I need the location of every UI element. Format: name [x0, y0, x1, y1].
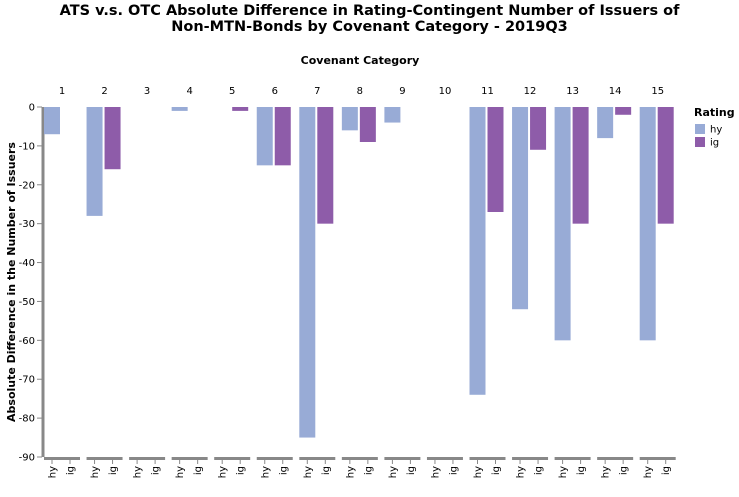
column-label: 8 [357, 86, 363, 97]
x-tick-label: hy [175, 466, 186, 478]
column-label: 12 [524, 86, 537, 97]
bar-hy-1 [44, 107, 60, 135]
bar-hy-12 [512, 107, 529, 310]
x-tick-label: hy [558, 466, 569, 478]
column-label: 7 [314, 86, 320, 97]
y-tick-label: -70 [19, 375, 35, 386]
x-tick-label: ig [363, 466, 374, 475]
x-tick-label: hy [388, 466, 399, 478]
column-label: 2 [101, 86, 107, 97]
x-tick-label: hy [90, 466, 101, 478]
x-tick-label: ig [406, 466, 417, 475]
bar-hy-9 [384, 107, 401, 123]
y-tick-label: -30 [19, 219, 35, 230]
x-tick-label: ig [278, 466, 289, 475]
legend-label-hy: hy [710, 125, 722, 136]
column-header-title: Covenant Category [301, 54, 420, 67]
bar-ig-13 [572, 107, 589, 224]
x-tick-label: hy [218, 466, 229, 478]
x-tick-label: hy [133, 466, 144, 478]
bar-ig-6 [274, 107, 291, 166]
bar-ig-12 [530, 107, 547, 150]
x-tick-label: ig [534, 466, 545, 475]
y-tick-label: -90 [19, 453, 35, 464]
x-tick-label: hy [48, 466, 59, 478]
y-tick-label: -40 [19, 258, 35, 269]
column-label: 9 [399, 86, 405, 97]
x-tick-label: hy [473, 466, 484, 478]
column-label: 14 [609, 86, 622, 97]
x-tick-label: ig [321, 466, 332, 475]
bar-hy-4 [171, 107, 188, 111]
column-label: 5 [229, 86, 235, 97]
y-tick-label: -60 [19, 336, 35, 347]
bar-hy-6 [256, 107, 273, 166]
y-tick-label: -80 [19, 414, 35, 425]
bar-hy-15 [639, 107, 656, 341]
x-tick-label: ig [491, 466, 502, 475]
x-tick-label: ig [108, 466, 119, 475]
column-label: 15 [651, 86, 664, 97]
bar-hy-2 [86, 107, 103, 216]
column-label: 13 [566, 86, 579, 97]
column-label: 10 [439, 86, 452, 97]
x-tick-label: hy [430, 466, 441, 478]
column-label: 6 [272, 86, 278, 97]
x-tick-label: ig [448, 466, 459, 475]
bar-hy-7 [299, 107, 316, 438]
x-tick-label: ig [66, 466, 77, 475]
x-tick-label: hy [303, 466, 314, 478]
x-tick-label: hy [643, 466, 654, 478]
bar-ig-5 [232, 107, 249, 111]
bar-ig-8 [359, 107, 376, 142]
legend-swatch-hy [695, 124, 705, 134]
bar-hy-14 [597, 107, 614, 139]
x-tick-label: hy [516, 466, 527, 478]
bar-ig-2 [104, 107, 121, 170]
bar-ig-7 [317, 107, 334, 224]
legend-swatch-ig [695, 137, 705, 147]
legend-title: Rating [694, 106, 735, 119]
column-label: 1 [59, 86, 65, 97]
x-tick-label: ig [236, 466, 247, 475]
column-label: 4 [186, 86, 192, 97]
y-tick-label: -20 [19, 180, 35, 191]
chart-title-line-2: Non-MTN-Bonds by Covenant Category - 201… [171, 19, 568, 35]
y-tick-label: 0 [29, 103, 35, 114]
bar-hy-13 [554, 107, 571, 341]
y-axis-title: Absolute Difference in the Number of Iss… [5, 142, 18, 422]
x-tick-label: ig [619, 466, 630, 475]
bar-hy-11 [469, 107, 486, 395]
x-tick-label: hy [260, 466, 271, 478]
x-tick-label: hy [345, 466, 356, 478]
x-tick-label: ig [661, 466, 672, 475]
bar-ig-14 [615, 107, 632, 115]
x-tick-label: ig [151, 466, 162, 475]
bar-ig-15 [657, 107, 674, 224]
x-tick-label: ig [193, 466, 204, 475]
y-tick-label: -10 [19, 141, 35, 152]
legend-label-ig: ig [710, 138, 719, 149]
column-label: 11 [481, 86, 494, 97]
column-label: 3 [144, 86, 150, 97]
y-tick-label: -50 [19, 297, 35, 308]
x-tick-label: ig [576, 466, 587, 475]
chart-title-line-1: ATS v.s. OTC Absolute Difference in Rati… [59, 3, 680, 19]
x-tick-label: hy [601, 466, 612, 478]
bar-hy-8 [341, 107, 358, 131]
bar-ig-11 [487, 107, 504, 212]
